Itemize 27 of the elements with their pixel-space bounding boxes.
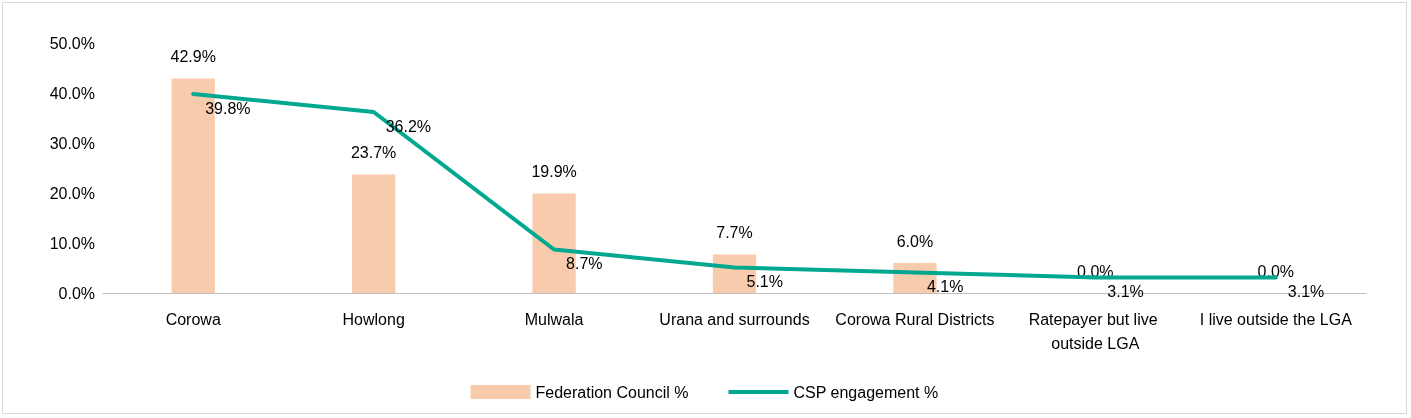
- bar: [351, 174, 396, 293]
- data-label: 4.1%: [926, 278, 964, 295]
- x-tick-label: I live outside the LGA: [1199, 310, 1353, 328]
- x-tick-label: Urana and surrounds: [659, 310, 810, 328]
- x-tick-label: Howlong: [342, 310, 405, 328]
- y-tick-label: 20.0%: [49, 184, 95, 202]
- data-label: 23.7%: [350, 144, 397, 161]
- data-label: 3.1%: [1107, 283, 1144, 300]
- data-label: 5.1%: [746, 273, 783, 290]
- x-tick-label: Mulwala: [524, 310, 584, 328]
- data-label: 6.0%: [896, 232, 934, 250]
- x-tick-label: Corowa Rural Districts: [835, 310, 995, 328]
- y-tick-label: 30.0%: [49, 134, 95, 152]
- data-label: 42.9%: [170, 48, 216, 65]
- legend-label: CSP engagement %: [793, 383, 939, 401]
- y-tick-label: 50.0%: [49, 34, 95, 52]
- data-label: 39.8%: [205, 99, 251, 117]
- x-tick-label: Corowa: [165, 310, 221, 328]
- data-label: 19.9%: [531, 163, 577, 180]
- data-label: 8.7%: [566, 255, 603, 272]
- y-tick-label: 40.0%: [49, 84, 95, 102]
- data-label: 7.7%: [716, 224, 753, 241]
- x-tick-label: Ratepayer but live outside LGA: [1028, 310, 1163, 352]
- y-tick-label: 0.0%: [58, 284, 95, 302]
- data-label: 3.1%: [1287, 283, 1325, 300]
- y-tick-label: 10.0%: [49, 234, 95, 252]
- legend-label: Federation Council %: [535, 383, 689, 401]
